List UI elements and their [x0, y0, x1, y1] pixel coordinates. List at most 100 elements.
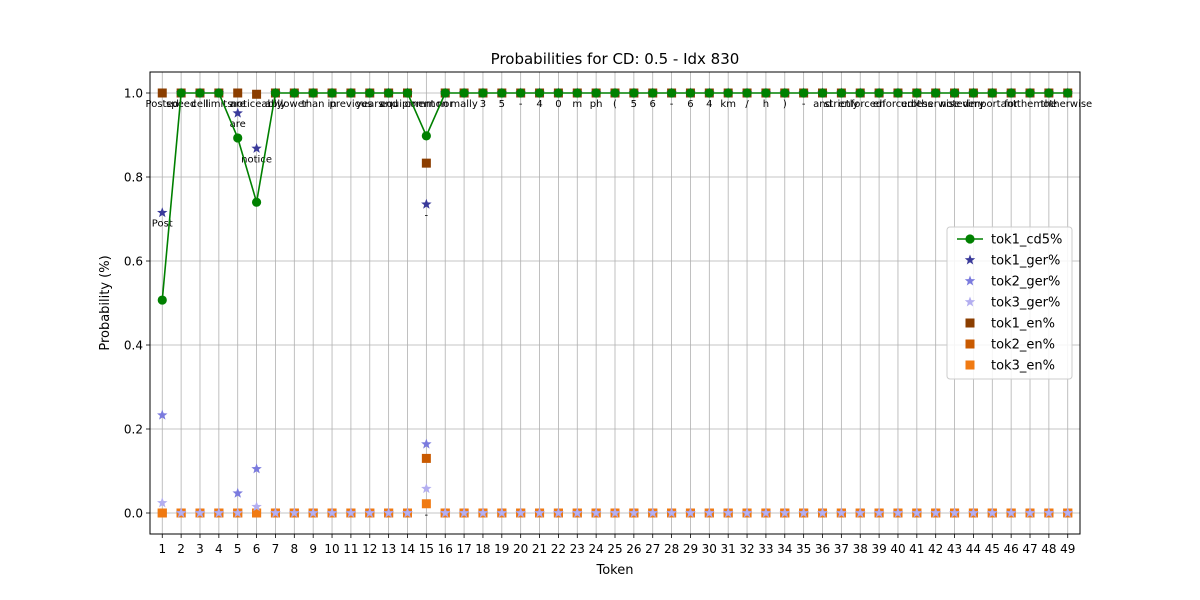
- data-point: [214, 88, 224, 98]
- data-point: [157, 508, 167, 518]
- x-tick-label: 28: [664, 542, 679, 556]
- y-axis-label: Probability (%): [98, 255, 113, 350]
- legend-item: tok1_en%: [965, 317, 1055, 332]
- data-point: [912, 88, 922, 98]
- x-tick-label: 30: [702, 542, 717, 556]
- data-point: [534, 507, 545, 518]
- data-point: [723, 88, 733, 98]
- annotation-label: otherwise: [911, 99, 960, 110]
- data-point: [817, 88, 828, 98]
- data-point: [666, 507, 677, 518]
- data-point: [175, 507, 187, 518]
- data-point: [685, 507, 696, 518]
- x-tick-label: 34: [777, 542, 792, 556]
- legend-label: tok2_en%: [991, 338, 1055, 353]
- data-point: [289, 88, 299, 98]
- annotation-label: and: [813, 99, 832, 110]
- annotation-label: notice: [241, 154, 272, 165]
- annotation-label: noticeably: [231, 99, 283, 110]
- data-point: [157, 409, 168, 420]
- data-point: [440, 88, 450, 98]
- annotation-label: in: [327, 99, 336, 110]
- annotation-label: equipment: [380, 99, 434, 110]
- data-point: [346, 88, 356, 98]
- x-tick-label: 49: [1060, 542, 1075, 556]
- annotation-label: 3: [480, 99, 486, 110]
- annotation-label: previous: [330, 99, 373, 110]
- data-point: [157, 497, 168, 508]
- data-point: [855, 88, 865, 98]
- data-point: [647, 507, 658, 518]
- data-point: [383, 507, 394, 518]
- data-point: [157, 295, 167, 305]
- y-tick-label: 1.0: [124, 87, 143, 101]
- x-tick-label: 6: [253, 542, 261, 556]
- annotation-label: Posted: [146, 99, 179, 110]
- annotation-label: strictly: [824, 99, 858, 110]
- x-tick-label: 35: [796, 542, 811, 556]
- x-tick-label: 33: [758, 542, 773, 556]
- x-tick-label: 39: [871, 542, 886, 556]
- annotation-label: (: [613, 99, 617, 110]
- x-tick-label: 43: [947, 542, 962, 556]
- data-point: [648, 88, 658, 98]
- data-point: [157, 207, 168, 218]
- x-tick-label: 19: [494, 542, 509, 556]
- data-point: [534, 88, 545, 98]
- data-point: [629, 88, 639, 98]
- data-point: [968, 507, 979, 518]
- x-tick-label: 40: [890, 542, 905, 556]
- data-point: [930, 507, 941, 518]
- legend-item: tok1_cd5%: [957, 233, 1062, 248]
- data-point: [364, 507, 375, 518]
- y-axis-ticks: 0.0 0.2 0.4 0.6 0.8 1.0: [124, 87, 150, 521]
- y-tick-label: 0.6: [124, 255, 143, 269]
- x-tick-label: 27: [645, 542, 660, 556]
- annotation-label: /: [745, 99, 749, 110]
- data-point: [1063, 88, 1073, 98]
- annotation-label: en: [873, 99, 886, 110]
- x-tick-label: 21: [532, 542, 547, 556]
- annotation-label: -: [425, 510, 429, 521]
- data-point: [968, 88, 979, 98]
- annotation-label: 5: [631, 99, 637, 110]
- annotation-label: -: [670, 99, 674, 110]
- annotation-label: 5: [499, 99, 505, 110]
- data-point: [402, 88, 413, 98]
- data-point: [892, 507, 904, 518]
- legend-marker: [965, 318, 975, 328]
- data-point: [761, 88, 771, 98]
- data-point: [478, 88, 488, 98]
- data-point: [911, 507, 923, 518]
- annotation-label: otherwise: [1043, 99, 1092, 110]
- legend-marker: [965, 360, 975, 370]
- data-point: [365, 88, 375, 98]
- x-tick-label: 14: [400, 542, 415, 556]
- y-tick-label: 0.0: [124, 507, 143, 521]
- annotation-label: h: [763, 99, 769, 110]
- data-point: [421, 483, 432, 494]
- data-point: [1024, 507, 1036, 518]
- data-point: [307, 507, 319, 518]
- legend-label: tok3_ger%: [991, 296, 1060, 311]
- annotation-label: limits: [205, 99, 232, 110]
- data-point: [704, 507, 715, 518]
- data-point: [195, 88, 205, 98]
- annotation-label: 6: [687, 99, 693, 110]
- annotation-label: years: [356, 99, 384, 110]
- legend-marker: [965, 234, 975, 244]
- x-tick-label: 4: [215, 542, 223, 556]
- series-tok3-ger-: [157, 483, 1073, 518]
- legend-item: tok3_en%: [965, 359, 1055, 374]
- x-tick-label: 8: [290, 542, 298, 556]
- x-tick-label: 42: [928, 542, 943, 556]
- x-tick-label: 25: [607, 542, 622, 556]
- annotation-label: km: [720, 99, 736, 110]
- data-point: [987, 507, 998, 518]
- legend-box: [946, 226, 1073, 380]
- annotation-label: than: [302, 99, 325, 110]
- legend-label: tok1_cd5%: [991, 233, 1062, 248]
- legend-label: tok1_en%: [991, 317, 1055, 332]
- data-point: [817, 507, 828, 518]
- data-point: [799, 88, 809, 98]
